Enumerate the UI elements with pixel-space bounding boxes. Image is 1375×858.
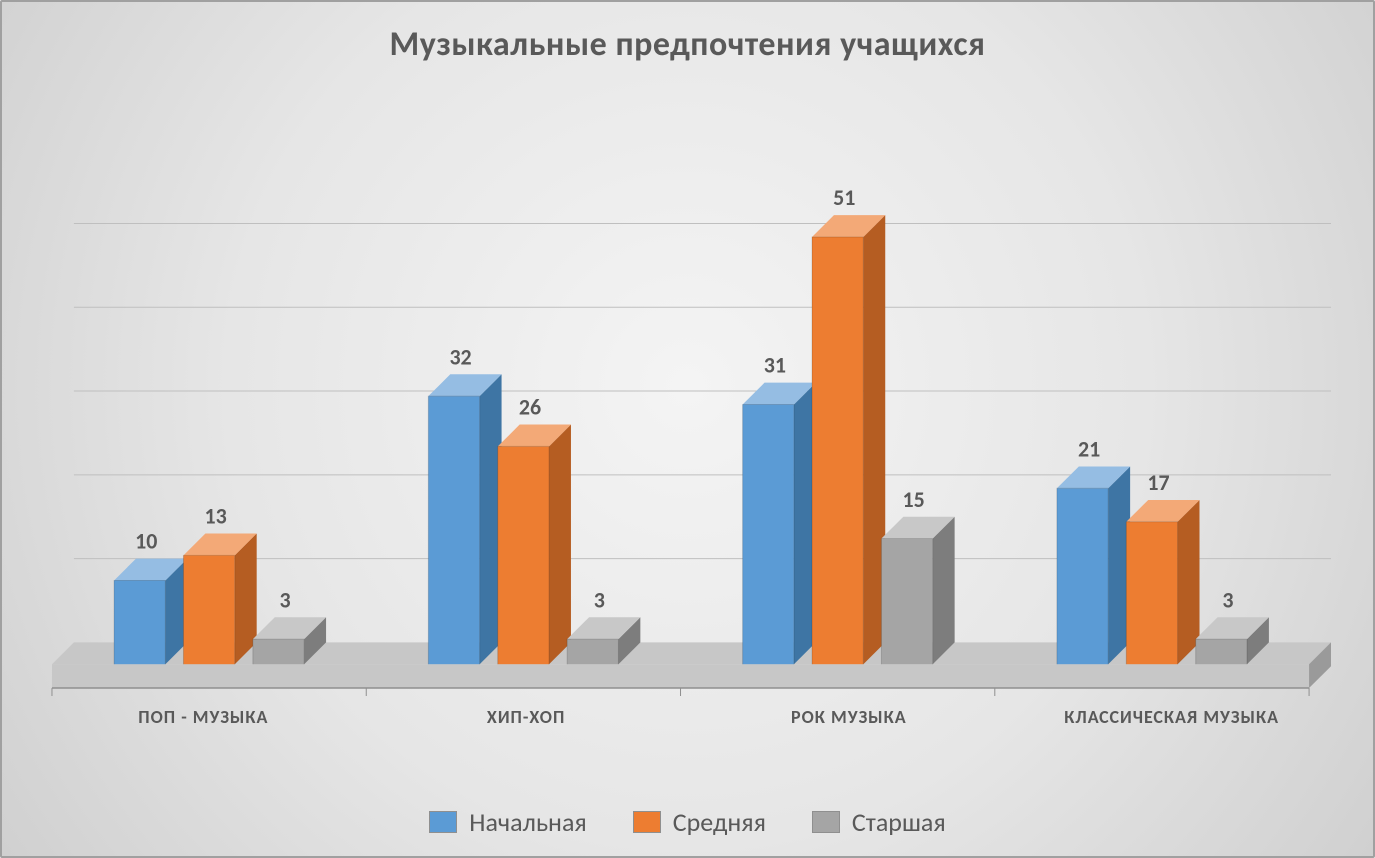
legend-swatch — [633, 811, 661, 833]
legend-item: Начальная — [429, 806, 586, 838]
legend-label: Средняя — [673, 806, 766, 838]
value-label: 3 — [1222, 586, 1233, 613]
category-label: РОК МУЗЫКА — [688, 706, 1011, 746]
legend: Начальная Средняя Старшая — [2, 806, 1373, 838]
chart-title: Музыкальные предпочтения учащихся — [2, 2, 1373, 65]
category-label: КЛАССИЧЕСКАЯ МУЗЫКА — [1010, 706, 1333, 746]
value-label: 51 — [833, 184, 855, 211]
value-label: 13 — [205, 503, 227, 530]
legend-label: Начальная — [469, 806, 586, 838]
legend-label: Старшая — [852, 806, 946, 838]
legend-item: Старшая — [812, 806, 946, 838]
legend-swatch — [812, 811, 840, 833]
chart-svg: 10 13 3 32 26 3 31 51 15 21 17 3 — [42, 102, 1333, 696]
legend-swatch — [429, 811, 457, 833]
value-label: 3 — [594, 586, 605, 613]
value-label: 31 — [764, 352, 786, 379]
plot-area: 10 13 3 32 26 3 31 51 15 21 17 3 — [42, 102, 1333, 696]
value-label: 3 — [280, 586, 291, 613]
category-axis-labels: ПОП - МУЗЫКАХИП-ХОПРОК МУЗЫКАКЛАССИЧЕСКА… — [42, 706, 1333, 746]
value-label: 15 — [903, 486, 925, 513]
category-label: ХИП-ХОП — [365, 706, 688, 746]
value-label: 26 — [519, 394, 541, 421]
chart-frame: Музыкальные предпочтения учащихся 10 13 3 3… — [0, 0, 1375, 858]
category-label: ПОП - МУЗЫКА — [42, 706, 365, 746]
value-label: 17 — [1147, 469, 1169, 496]
value-label: 21 — [1078, 436, 1100, 463]
value-label: 32 — [449, 343, 471, 370]
legend-item: Средняя — [633, 806, 766, 838]
value-label: 10 — [135, 528, 157, 555]
